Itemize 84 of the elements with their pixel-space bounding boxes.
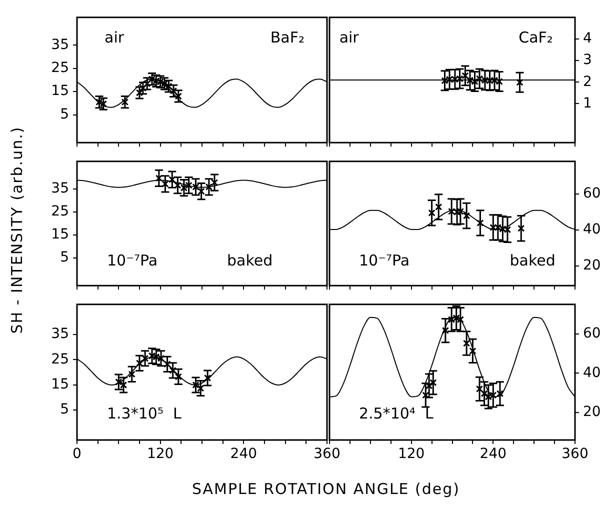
annotation: 2.5*10⁴ L [358, 404, 434, 422]
annotation: 10⁻⁷Pa [358, 252, 410, 270]
point [155, 174, 163, 182]
point [462, 212, 470, 220]
point [499, 225, 506, 232]
point [456, 75, 464, 82]
annotation: baked [227, 252, 273, 270]
x-tick-label: 120 [398, 446, 425, 462]
point [462, 340, 470, 347]
x-tick-label: 240 [230, 446, 258, 462]
y-tick-label: 25 [51, 204, 69, 220]
point [453, 208, 461, 216]
y-tick-label: 15 [51, 83, 69, 100]
y-tick-label: 60 [583, 326, 601, 342]
annotation: air [339, 28, 360, 46]
point [446, 76, 454, 83]
y-tick-label: 25 [51, 351, 69, 368]
point [516, 78, 524, 86]
point [480, 390, 488, 398]
y-tick-label: 3 [583, 52, 592, 68]
y-tick-label: 25 [51, 60, 69, 76]
y-tick-label: 15 [51, 376, 69, 392]
point [476, 219, 484, 227]
x-tick-label: 360 [314, 446, 340, 462]
point [164, 360, 171, 368]
y-tick-label: 1 [583, 95, 592, 112]
y-tick-label: 5 [60, 250, 69, 266]
y-tick-label: 5 [60, 402, 69, 418]
y-tick-label: 5 [60, 106, 69, 122]
point [486, 77, 494, 84]
y-tick-label: 20 [583, 404, 601, 420]
point [452, 314, 460, 322]
point [422, 392, 430, 399]
point [462, 72, 469, 80]
y-axis-title: SH - INTENSITY (arb.un.) [8, 126, 26, 334]
point [469, 347, 476, 355]
point [451, 76, 459, 83]
y-tick-label: 35 [51, 180, 69, 197]
annotation: baked [510, 252, 556, 270]
point [490, 392, 497, 399]
point [435, 203, 442, 211]
y-tick-label: 40 [583, 221, 601, 238]
point [490, 224, 497, 232]
point [476, 385, 484, 392]
point [496, 78, 503, 86]
point [456, 208, 464, 216]
y-tick-label: 35 [51, 36, 69, 53]
point [442, 326, 450, 334]
point [180, 184, 188, 192]
annotation: CaF₂ [518, 28, 553, 46]
x-axis-title: SAMPLE ROTATION ANGLE (deg) [192, 480, 460, 498]
annotation: 1.3*10⁵ L [107, 404, 182, 422]
point [471, 78, 478, 86]
y-tick-label: 2 [583, 74, 592, 90]
annotation: air [104, 28, 125, 46]
y-tick-label: 40 [583, 364, 601, 381]
y-tick-label: 4 [583, 30, 592, 47]
x-tick-label: 360 [562, 446, 588, 462]
point [484, 393, 492, 400]
point [481, 76, 489, 84]
x-tick-label: 0 [72, 446, 82, 462]
y-tick-label: 20 [583, 257, 601, 274]
point [494, 224, 502, 232]
point [504, 226, 512, 234]
annotation: BaF₂ [270, 28, 304, 46]
x-tick-label: 240 [480, 446, 507, 462]
point [192, 381, 200, 389]
annotation: 10⁻⁷Pa [107, 252, 158, 270]
point [157, 354, 165, 362]
point [428, 209, 436, 216]
point [476, 75, 484, 82]
point [490, 76, 498, 84]
point [456, 316, 464, 324]
point [496, 390, 504, 398]
y-tick-label: 35 [51, 326, 69, 342]
point [152, 353, 160, 360]
y-tick-label: 60 [583, 185, 601, 202]
point [115, 378, 122, 386]
x-tick-label: 120 [146, 446, 174, 462]
point [448, 208, 456, 216]
point [518, 224, 525, 232]
y-tick-label: 15 [51, 226, 69, 243]
point [441, 77, 448, 84]
point [192, 183, 200, 191]
